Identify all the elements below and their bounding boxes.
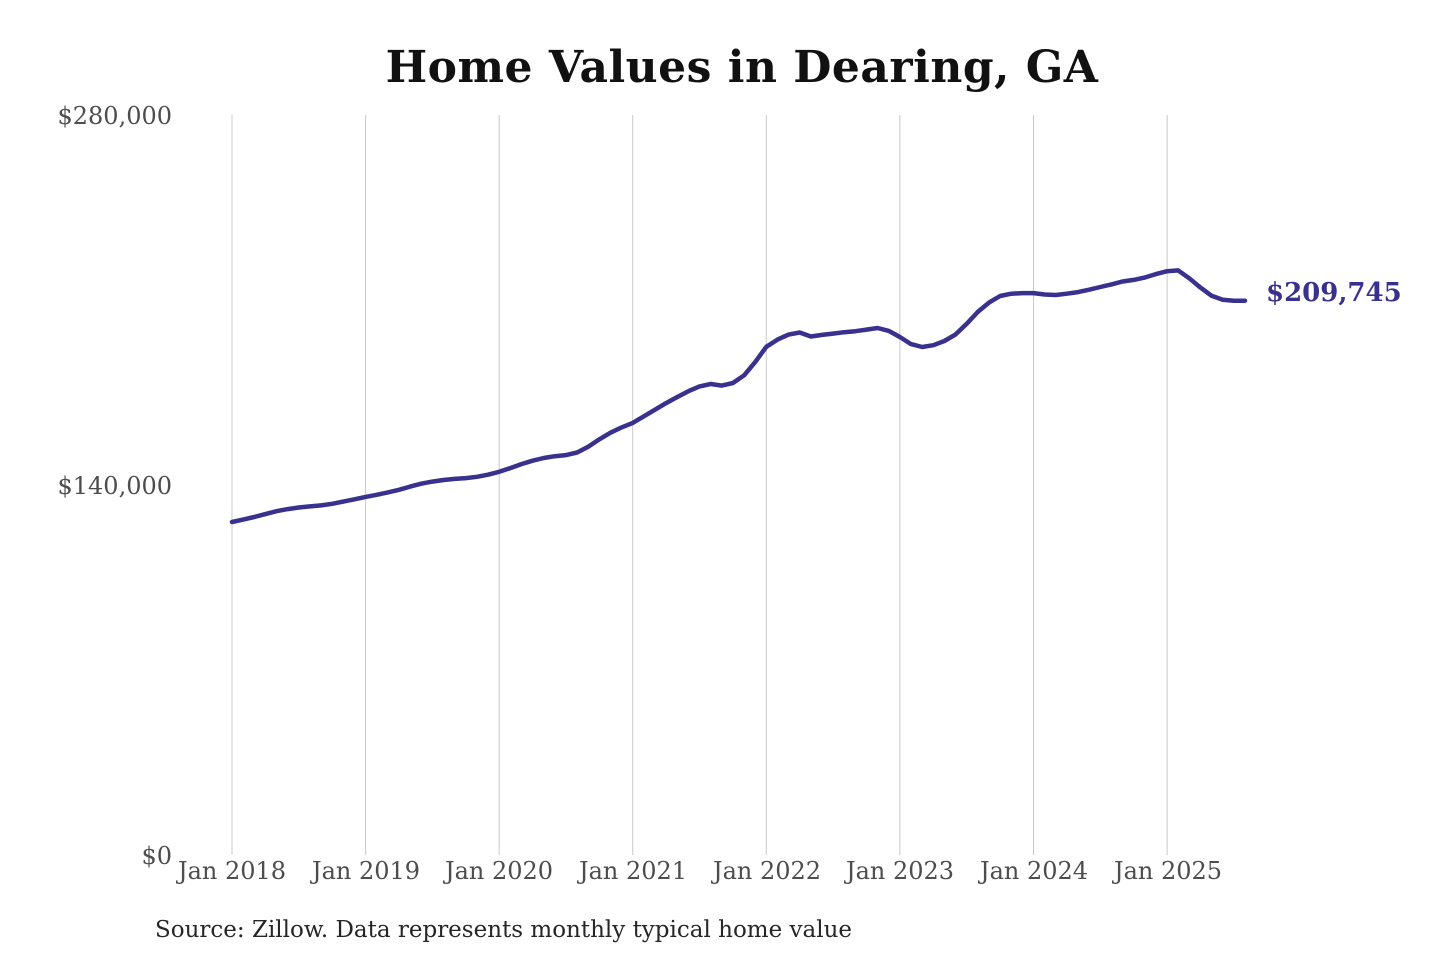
year-gridlines (231, 115, 1168, 855)
x-tick-jan-2021: Jan 2021 (578, 857, 688, 885)
y-tick-140000: $140,000 (57, 472, 172, 500)
x-tick-jan-2019: Jan 2019 (311, 857, 421, 885)
x-tick-jan-2018: Jan 2018 (177, 857, 287, 885)
x-tick-jan-2025: Jan 2025 (1113, 857, 1223, 885)
x-tick-jan-2023: Jan 2023 (845, 857, 955, 885)
y-tick-280000: $280,000 (57, 102, 172, 130)
x-tick-jan-2020: Jan 2020 (444, 857, 554, 885)
x-tick-jan-2022: Jan 2022 (712, 857, 822, 885)
source-note: Source: Zillow. Data represents monthly … (155, 917, 853, 943)
end-value-label: $209,745 (1266, 278, 1402, 308)
x-tick-jan-2024: Jan 2024 (979, 857, 1089, 885)
value-line-group (229, 268, 1248, 525)
y-tick-0: $0 (141, 842, 172, 870)
chart-title: Home Values in Dearing, GA (385, 42, 1099, 93)
home-value-line (229, 268, 1248, 525)
